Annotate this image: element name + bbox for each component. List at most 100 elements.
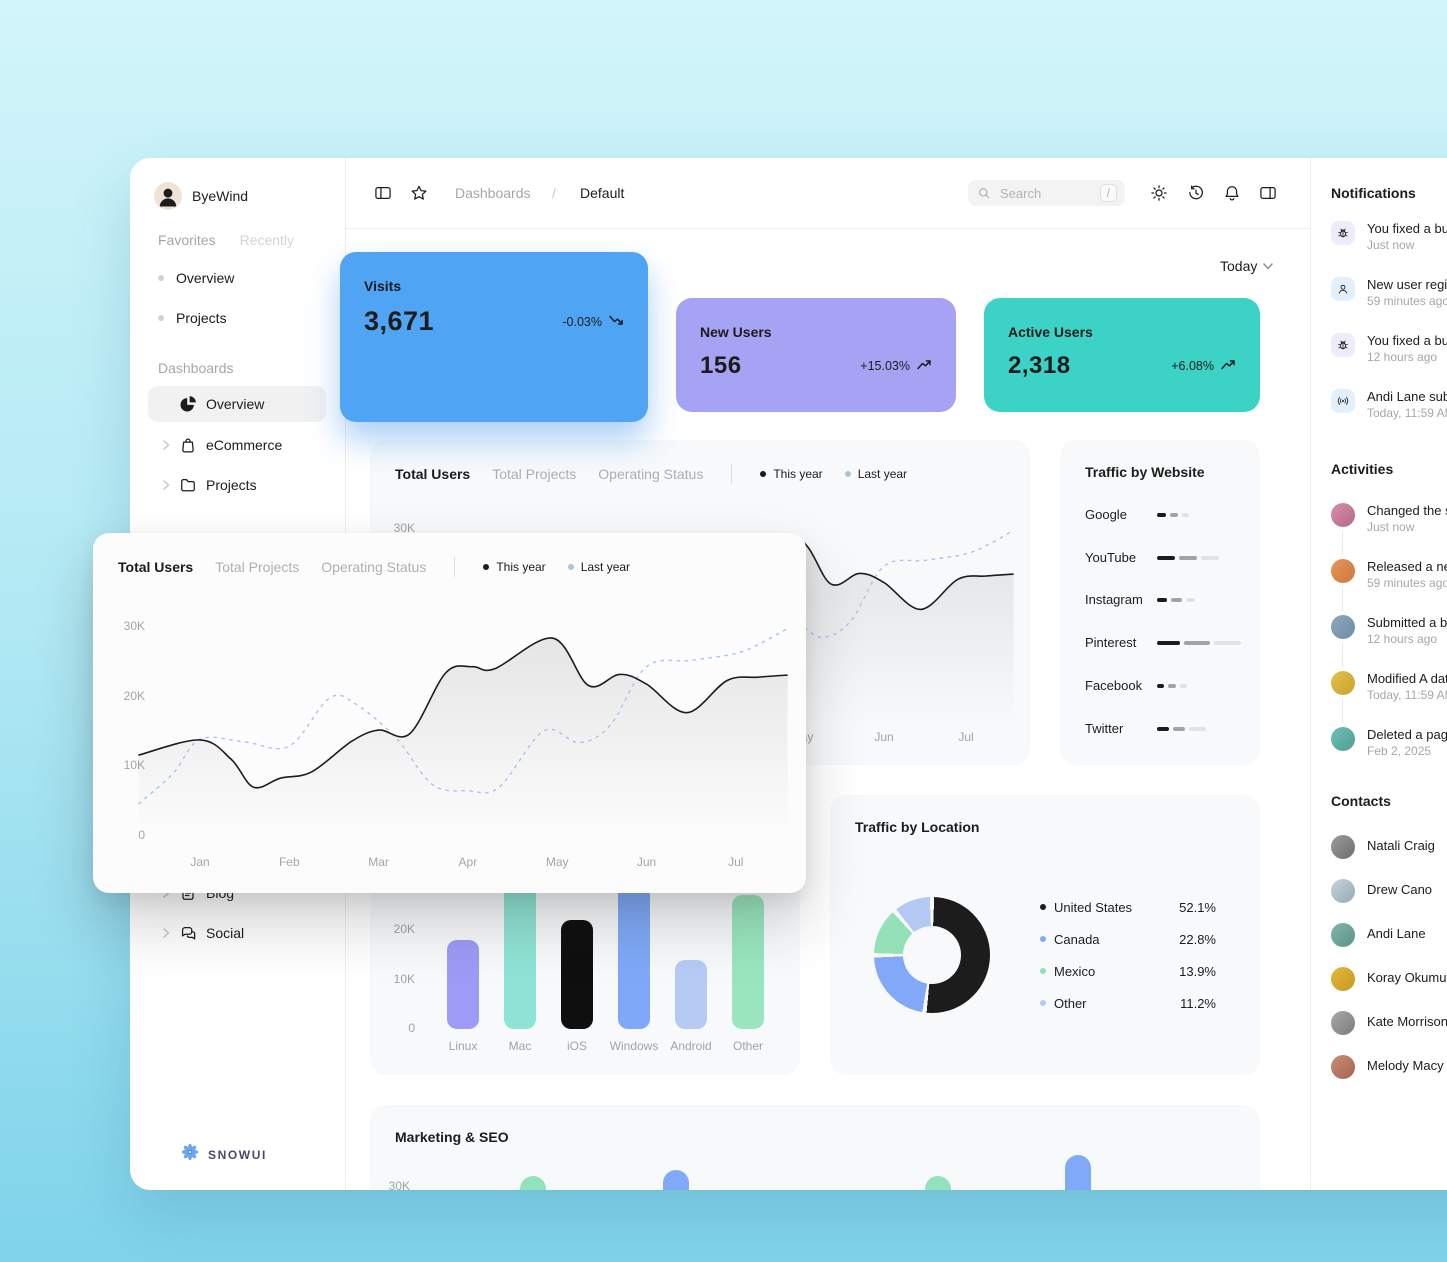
contact-item[interactable]: Koray Okumus <box>1331 966 1447 994</box>
website-row-label: Instagram <box>1085 592 1143 607</box>
contact-item[interactable]: Melody Macy <box>1331 1054 1447 1082</box>
bar-segment <box>1157 727 1169 731</box>
bar-segment <box>1201 556 1219 560</box>
contact-name: Melody Macy <box>1367 1058 1444 1073</box>
legend-item[interactable]: Last year <box>567 560 630 574</box>
contact-item[interactable]: Kate Morrison <box>1331 1010 1447 1038</box>
x-axis-tick: Linux <box>448 1039 478 1053</box>
legend-value: 22.8% <box>1179 931 1216 947</box>
sidebar-item-label: Projects <box>206 477 257 493</box>
user-account[interactable]: ByeWind <box>154 182 248 210</box>
chart-tab-operating-status[interactable]: Operating Status <box>321 559 427 575</box>
x-axis-tick: Apr <box>458 855 478 869</box>
legend-item[interactable]: Last year <box>844 467 908 481</box>
notifications-bell-icon[interactable] <box>1222 183 1242 203</box>
activity-item[interactable]: Released a new version. 59 minutes ago <box>1331 558 1447 598</box>
device-bar-mac <box>504 880 536 1029</box>
website-row-bars <box>1157 592 1195 608</box>
location-donut-chart <box>874 897 990 1013</box>
search-shortcut-key: / <box>1099 184 1117 202</box>
sidebar-item-ecommerce[interactable]: eCommerce <box>148 427 326 463</box>
this-year-area <box>138 637 788 836</box>
contact-name: Natali Craig <box>1367 838 1435 853</box>
legend-value: 13.9% <box>1179 963 1216 979</box>
theme-toggle-icon[interactable] <box>1149 183 1169 203</box>
pie-chart-icon <box>178 394 198 414</box>
contact-item[interactable]: Drew Cano <box>1331 878 1447 906</box>
history-icon[interactable] <box>1186 183 1206 203</box>
broadcast-icon <box>1337 397 1349 405</box>
legend-dot <box>1040 936 1046 942</box>
activity-time: Just now <box>1367 520 1415 534</box>
legend-label: Last year <box>857 467 908 481</box>
breadcrumb-section[interactable]: Dashboards <box>455 185 531 201</box>
folder-icon <box>181 478 195 492</box>
sidebar-item-overview[interactable]: Overview <box>148 386 326 422</box>
notification-time: Today, 11:59 AM <box>1367 406 1447 420</box>
favorite-star-icon[interactable] <box>409 183 429 203</box>
panel-right-icon <box>1260 186 1276 200</box>
history-icon <box>1189 185 1203 200</box>
activity-text: Released a new version. <box>1367 559 1447 574</box>
x-axis-tick: Mar <box>368 855 389 869</box>
device-bar-android <box>675 959 707 1029</box>
tab-favorites[interactable]: Favorites <box>158 232 216 248</box>
marketing-bar <box>663 1170 689 1190</box>
legend-label: Other <box>1054 995 1087 1011</box>
right-panel-toggle-icon[interactable] <box>1258 183 1278 203</box>
floating-total-users-panel[interactable]: Total Users Total Projects Operating Statu… <box>93 533 806 893</box>
activity-item[interactable]: Modified A data in Page X. Today, 11:59 A… <box>1331 670 1447 710</box>
activity-text: Changed the style. <box>1367 503 1447 518</box>
app-logo: SNOWUI <box>180 1142 267 1167</box>
trend-up-icon <box>917 359 931 369</box>
notification-item[interactable]: New user registered. 59 minutes ago <box>1331 276 1447 316</box>
chart-tab-total-projects[interactable]: Total Projects <box>215 559 300 575</box>
chart-tab-operating-status[interactable]: Operating Status <box>598 466 704 482</box>
timeline-connector <box>1342 531 1343 555</box>
y-axis-tick: 30K <box>123 619 145 633</box>
sidebar: ByeWind Favorites Recently Overview Proje… <box>130 158 346 1190</box>
sidebar-toggle-icon[interactable] <box>373 183 393 203</box>
bar-segment <box>1180 684 1187 688</box>
notification-item[interactable]: You fixed a bug. 12 hours ago <box>1331 332 1447 372</box>
activity-item[interactable]: Changed the style. Just now <box>1331 502 1447 542</box>
divider <box>731 464 733 484</box>
x-axis-tick: Jun <box>874 730 894 744</box>
avatar <box>1331 1055 1355 1079</box>
x-axis-tick: Other <box>732 1039 763 1053</box>
sidebar-item-social[interactable]: Social <box>148 915 326 951</box>
search-input[interactable] <box>998 184 1094 202</box>
sidebar-item-projects[interactable]: Projects <box>148 467 326 503</box>
chevron-down-icon <box>1263 262 1274 270</box>
tab-recently[interactable]: Recently <box>239 232 295 248</box>
bar-segment <box>1184 641 1210 645</box>
kpi-card-active-users[interactable]: Active Users 2,318 +6.08% <box>984 298 1260 412</box>
kpi-card-visits[interactable]: Visits 3,671 -0.03% <box>340 252 648 422</box>
sidebar-item-projects[interactable]: Projects <box>158 308 227 328</box>
legend-item[interactable]: This year <box>760 467 823 481</box>
bar-segment <box>1182 513 1189 517</box>
chart-tab-total-users[interactable]: Total Users <box>118 559 194 575</box>
activity-item[interactable]: Deleted a page in Project X. Feb 2, 2025 <box>1331 726 1447 766</box>
right-panel: Notifications You fixed a bug. Just now New… <box>1310 158 1447 1190</box>
chart-tab-total-projects[interactable]: Total Projects <box>492 466 577 482</box>
period-selector[interactable]: Today <box>1220 258 1274 274</box>
search-box[interactable]: / <box>968 180 1125 206</box>
notification-item[interactable]: You fixed a bug. Just now <box>1331 220 1447 260</box>
sidebar-item-overview[interactable]: Overview <box>158 268 234 288</box>
kpi-card-new-users[interactable]: New Users 156 +15.03% <box>676 298 956 412</box>
website-row-label: Twitter <box>1085 721 1124 736</box>
activity-time: Feb 2, 2025 <box>1367 744 1432 758</box>
card-title: Traffic by Website <box>1085 464 1205 480</box>
chart-tab-total-users[interactable]: Total Users <box>395 466 471 482</box>
bug-icon <box>1331 333 1355 357</box>
legend-item[interactable]: This year <box>483 560 546 574</box>
contact-item[interactable]: Andi Lane <box>1331 922 1447 950</box>
kpi-label: New Users <box>700 324 772 340</box>
activity-item[interactable]: Submitted a bug. 12 hours ago <box>1331 614 1447 654</box>
activities-heading: Activities <box>1331 461 1394 477</box>
website-row-bars <box>1157 550 1219 566</box>
website-row-label: Facebook <box>1085 678 1143 693</box>
contact-item[interactable]: Natali Craig <box>1331 834 1447 862</box>
notification-item[interactable]: Andi Lane subscribed to you. Today, 11:59… <box>1331 388 1447 428</box>
